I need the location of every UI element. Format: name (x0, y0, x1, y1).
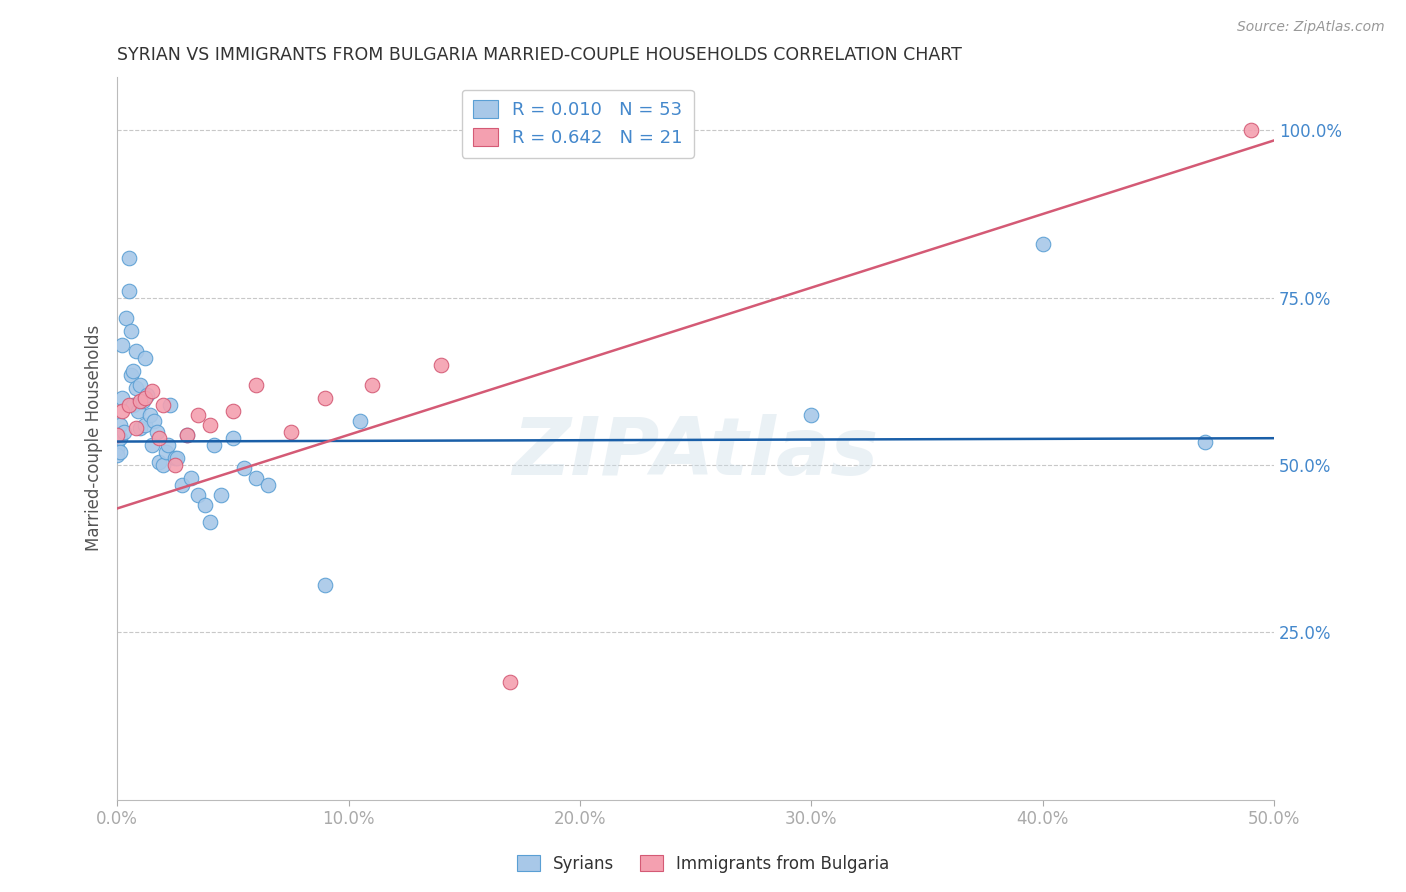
Point (131, 394, 153, 409)
Point (145, 425, 167, 439)
Point (187, 408, 209, 422)
Point (148, 431, 170, 445)
Point (314, 578, 336, 592)
Point (125, 381, 148, 395)
Point (194, 498, 217, 512)
Point (108, 417, 131, 432)
Point (152, 458, 174, 472)
Point (256, 478, 278, 492)
Point (118, 251, 141, 265)
Point (111, 337, 134, 351)
Point (105, 428, 128, 442)
Point (122, 398, 145, 412)
Point (105, 434, 128, 449)
Point (134, 351, 156, 365)
Point (134, 391, 156, 405)
Point (108, 444, 131, 458)
Point (1032, 237, 1054, 252)
Point (245, 471, 267, 485)
Point (111, 391, 134, 405)
Point (157, 438, 180, 452)
Point (430, 358, 453, 372)
Point (180, 471, 202, 485)
Point (125, 344, 148, 359)
Point (166, 451, 188, 466)
Point (198, 515, 221, 529)
Point (280, 425, 302, 439)
Point (148, 455, 170, 469)
Point (138, 408, 160, 422)
Point (105, 442, 128, 456)
Point (314, 391, 336, 405)
Point (198, 417, 221, 432)
Point (349, 415, 371, 429)
Point (360, 377, 382, 392)
Point (800, 408, 823, 422)
Point (108, 431, 131, 445)
Point (136, 388, 159, 402)
Y-axis label: Married-couple Households: Married-couple Households (86, 325, 103, 551)
Point (222, 404, 245, 418)
Point (155, 444, 177, 458)
Point (159, 398, 181, 412)
Legend: Syrians, Immigrants from Bulgaria: Syrians, Immigrants from Bulgaria (510, 848, 896, 880)
Point (122, 364, 145, 378)
Point (134, 417, 156, 432)
Point (125, 421, 148, 435)
Point (176, 428, 198, 442)
Point (163, 458, 186, 472)
Legend: R = 0.010   N = 53, R = 0.642   N = 21: R = 0.010 N = 53, R = 0.642 N = 21 (461, 89, 693, 158)
Point (141, 384, 163, 399)
Point (120, 324, 142, 338)
Point (1194, 434, 1216, 449)
Point (143, 415, 166, 429)
Point (245, 377, 267, 392)
Point (118, 398, 141, 412)
Point (1240, 123, 1263, 137)
Point (112, 425, 135, 439)
Point (129, 394, 152, 409)
Point (170, 478, 193, 492)
Point (222, 431, 245, 445)
Point (163, 451, 186, 466)
Point (105, 448, 128, 462)
Point (129, 421, 152, 435)
Point (127, 404, 149, 418)
Point (129, 377, 152, 392)
Point (118, 284, 141, 298)
Point (209, 488, 232, 502)
Text: SYRIAN VS IMMIGRANTS FROM BULGARIA MARRIED-COUPLE HOUSEHOLDS CORRELATION CHART: SYRIAN VS IMMIGRANTS FROM BULGARIA MARRI… (117, 46, 962, 64)
Point (187, 488, 209, 502)
Point (141, 438, 163, 452)
Point (152, 398, 174, 412)
Point (176, 428, 198, 442)
Point (115, 310, 138, 325)
Point (202, 438, 225, 452)
Point (499, 675, 522, 690)
Point (233, 461, 256, 475)
Text: ZIPAtlas: ZIPAtlas (512, 414, 879, 491)
Point (111, 404, 134, 418)
Text: Source: ZipAtlas.com: Source: ZipAtlas.com (1237, 20, 1385, 34)
Point (120, 368, 142, 382)
